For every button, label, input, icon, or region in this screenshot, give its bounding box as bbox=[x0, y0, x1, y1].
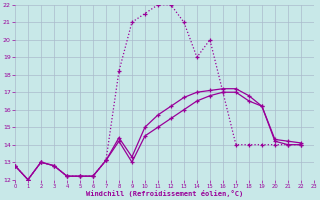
X-axis label: Windchill (Refroidissement éolien,°C): Windchill (Refroidissement éolien,°C) bbox=[86, 190, 243, 197]
